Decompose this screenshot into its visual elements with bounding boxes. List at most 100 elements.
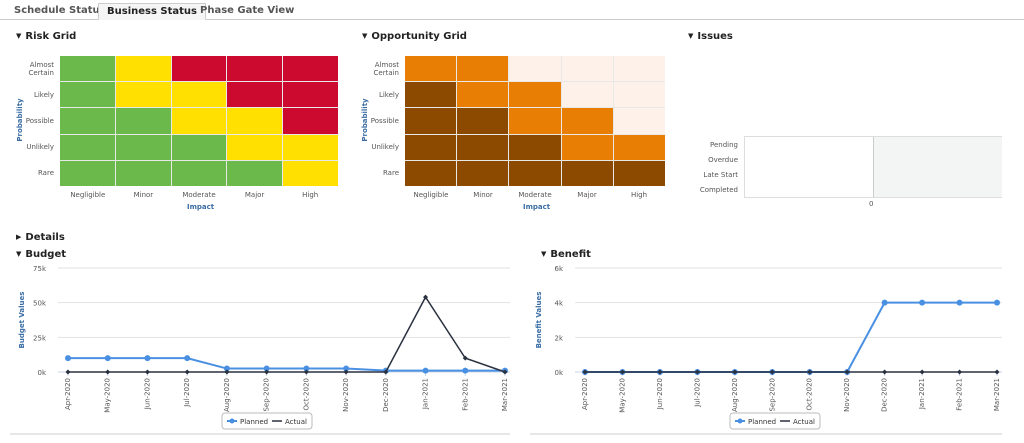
y-tick-label: 0k xyxy=(37,369,46,377)
details-toggle[interactable]: ▶ Details xyxy=(16,232,65,243)
opportunity-grid-toggle[interactable]: ▼ Opportunity Grid xyxy=(362,31,467,42)
benefit-toggle[interactable]: ▼ Benefit xyxy=(541,249,591,260)
grid-cell[interactable] xyxy=(509,82,561,108)
caret-down-icon: ▼ xyxy=(362,32,368,40)
x-tick-label: Jul-2020 xyxy=(183,378,191,408)
data-point xyxy=(956,299,963,306)
grid-cell[interactable] xyxy=(171,134,227,160)
grid-cell[interactable] xyxy=(60,108,115,134)
grid-cell[interactable] xyxy=(561,134,613,160)
y-tick-label: 6k xyxy=(554,265,563,273)
grid-cell[interactable] xyxy=(457,160,509,186)
grid-cell[interactable] xyxy=(60,134,115,160)
grid-cell[interactable] xyxy=(561,56,613,82)
grid-cell[interactable] xyxy=(405,56,457,82)
x-tick-label: Sep-2020 xyxy=(768,378,776,412)
row-label: Likely xyxy=(378,91,399,99)
legend[interactable]: Planned Actual xyxy=(729,412,821,430)
grid-cell[interactable] xyxy=(613,56,665,82)
grid-cell[interactable] xyxy=(227,56,283,82)
grid-cell[interactable] xyxy=(115,108,171,134)
grid-cell[interactable] xyxy=(405,108,457,134)
row-label: Possible xyxy=(25,117,54,125)
grid-cell[interactable] xyxy=(283,56,338,82)
grid-cell[interactable] xyxy=(115,160,171,186)
data-point xyxy=(732,369,738,375)
grid-cell[interactable] xyxy=(509,56,561,82)
grid-cell[interactable] xyxy=(613,82,665,108)
data-point xyxy=(263,365,270,372)
grid-cell[interactable] xyxy=(171,56,227,82)
data-point xyxy=(343,369,349,375)
opportunity-grid-title: Opportunity Grid xyxy=(371,31,467,42)
x-axis-title: Impact xyxy=(523,203,551,211)
x-tick-label: Jan-2021 xyxy=(422,378,430,410)
legend-box xyxy=(729,412,821,430)
legend-box xyxy=(221,412,313,430)
issues-category: Completed xyxy=(699,186,738,194)
grid-cell[interactable] xyxy=(227,160,283,186)
grid-cell[interactable] xyxy=(457,56,509,82)
grid-cell[interactable] xyxy=(457,82,509,108)
grid-cell[interactable] xyxy=(613,160,665,186)
grid-cell[interactable] xyxy=(613,134,665,160)
series-line-actual xyxy=(68,295,506,373)
risk-grid-toggle[interactable]: ▼ Risk Grid xyxy=(16,31,76,42)
grid-cell[interactable] xyxy=(283,160,338,186)
issues-toggle[interactable]: ▼ Issues xyxy=(688,31,733,42)
x-tick-label: May-2020 xyxy=(618,378,626,413)
grid-cell[interactable] xyxy=(561,82,613,108)
x-tick-label: Jun-2020 xyxy=(656,378,664,410)
x-tick-label: Apr-2020 xyxy=(581,378,589,410)
row-label: Unlikely xyxy=(26,143,54,151)
grid-cell[interactable] xyxy=(171,108,227,134)
row-label: Rare xyxy=(382,169,399,177)
tab-schedule-status[interactable]: Schedule Status xyxy=(14,5,106,16)
grid-cell[interactable] xyxy=(171,160,227,186)
grid-cell[interactable] xyxy=(405,160,457,186)
grid-cell[interactable] xyxy=(115,82,171,108)
x-tick-label: Sep-2020 xyxy=(263,378,271,412)
grid-cell[interactable] xyxy=(613,108,665,134)
issues-plot-band xyxy=(873,137,1002,197)
grid-cell[interactable] xyxy=(227,82,283,108)
grid-cell[interactable] xyxy=(561,160,613,186)
grid-cell[interactable] xyxy=(405,134,457,160)
y-tick-label: 25k xyxy=(33,334,47,342)
caret-down-icon: ▼ xyxy=(16,32,22,40)
grid-cell[interactable] xyxy=(115,134,171,160)
grid-cell[interactable] xyxy=(457,134,509,160)
data-point xyxy=(144,355,151,362)
grid-cell[interactable] xyxy=(60,160,115,186)
grid-cell[interactable] xyxy=(509,108,561,134)
y-axis-title: Budget Values xyxy=(18,292,26,349)
data-point xyxy=(462,367,469,374)
data-point xyxy=(807,369,813,375)
data-point xyxy=(65,355,71,362)
grid-cell[interactable] xyxy=(283,134,338,160)
data-point xyxy=(844,369,850,375)
tab-phase-gate-view[interactable]: Phase Gate View xyxy=(200,5,295,16)
tab-business-status[interactable]: Business Status xyxy=(98,3,206,20)
grid-cell[interactable] xyxy=(60,56,115,82)
grid-cell[interactable] xyxy=(457,108,509,134)
data-point xyxy=(994,299,1000,306)
issues-category: Overdue xyxy=(708,156,738,164)
data-point xyxy=(184,369,190,375)
x-tick-label: Jan-2021 xyxy=(918,378,926,410)
legend[interactable]: Planned Actual xyxy=(221,412,313,430)
grid-cell[interactable] xyxy=(509,160,561,186)
grid-cell[interactable] xyxy=(509,134,561,160)
caret-down-icon: ▼ xyxy=(16,250,22,258)
grid-cell[interactable] xyxy=(227,108,283,134)
opp-cells xyxy=(405,56,665,186)
budget-toggle[interactable]: ▼ Budget xyxy=(16,249,66,260)
grid-cell[interactable] xyxy=(171,82,227,108)
grid-cell[interactable] xyxy=(283,108,338,134)
grid-cell[interactable] xyxy=(60,82,115,108)
grid-cell[interactable] xyxy=(283,82,338,108)
grid-cell[interactable] xyxy=(115,56,171,82)
grid-cell[interactable] xyxy=(561,108,613,134)
grid-cell[interactable] xyxy=(227,134,283,160)
grid-cell[interactable] xyxy=(405,82,457,108)
